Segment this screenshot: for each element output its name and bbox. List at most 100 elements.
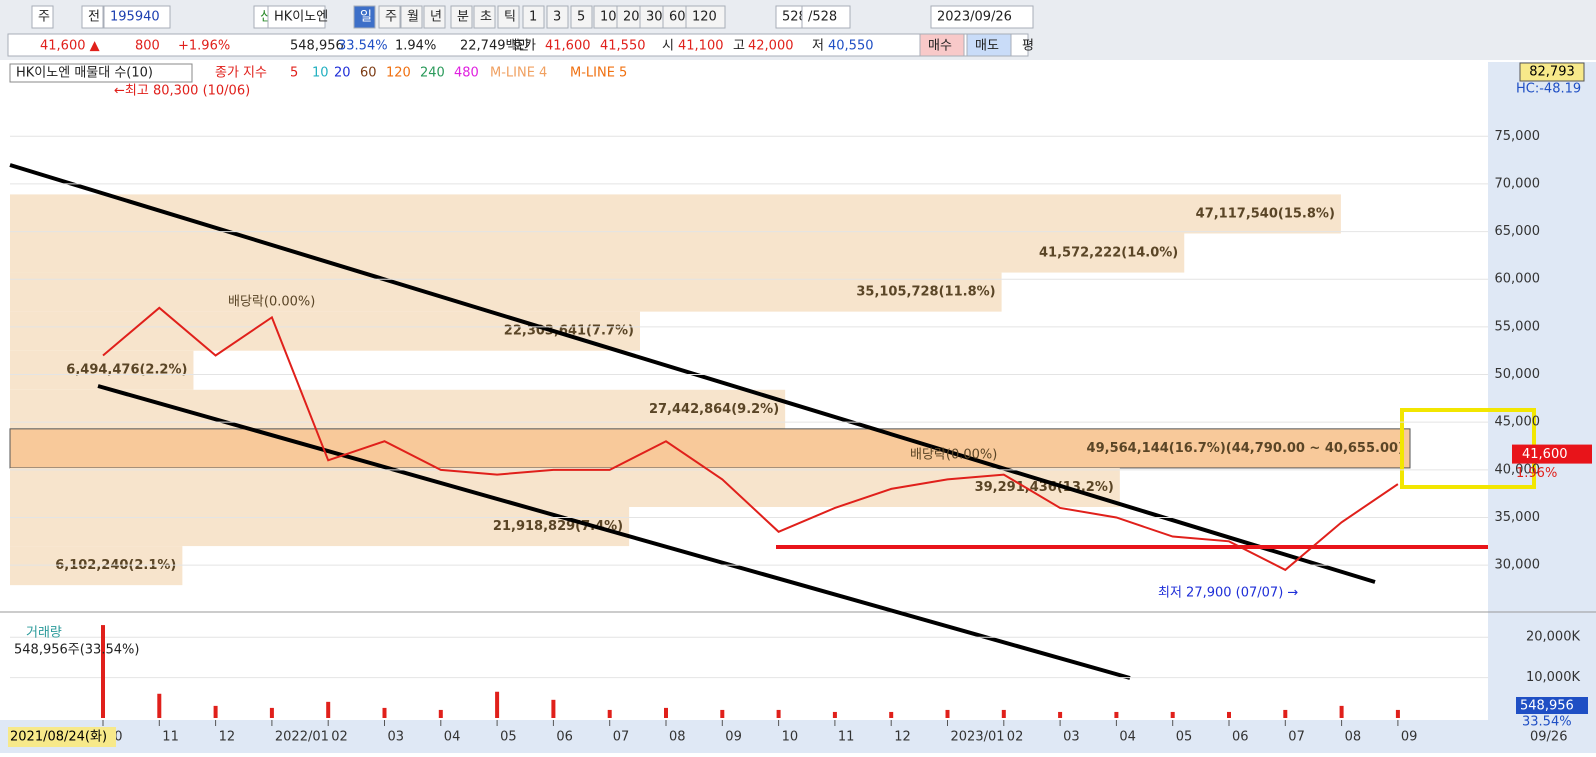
toolbar-label[interactable]: 주 (385, 10, 397, 25)
toolbar-label[interactable]: 10 (600, 10, 617, 25)
quote-value: 41,100 (678, 39, 724, 54)
toolbar-label[interactable]: 2023/09/26 (937, 10, 1012, 25)
toolbar-label[interactable]: 60 (669, 10, 686, 25)
toolbar-label[interactable]: 전 (88, 10, 100, 25)
start-label-bg (8, 727, 116, 747)
quote-value: +1.96% (178, 39, 230, 54)
volume-bar (495, 691, 500, 718)
toolbar-label[interactable]: 30 (646, 10, 663, 25)
volume-bar (889, 711, 894, 718)
volume-bar (213, 705, 218, 718)
toolbar-label[interactable]: 1 (529, 10, 537, 25)
toolbar-label[interactable]: 분 (457, 10, 469, 25)
y-tick-label: 40,000 (1495, 462, 1541, 477)
toolbar-label[interactable]: 528 (782, 10, 807, 25)
volume-label: 548,956주(33.54%) (14, 643, 139, 658)
legend-entry: 240 (420, 66, 445, 81)
legend-entry: 60 (360, 66, 377, 81)
x-tick-label: 06 (556, 730, 573, 745)
x-tick-label: 07 (1288, 730, 1305, 745)
x-tick-label: 02 (1007, 730, 1024, 745)
volume-profile-label: 47,117,540(15.8%) (1196, 206, 1335, 221)
toolbar-label[interactable]: 3 (553, 10, 561, 25)
toolbar-button[interactable] (103, 5, 171, 29)
toolbar-button[interactable] (497, 5, 520, 29)
toolbar-label[interactable]: 5 (577, 10, 585, 25)
toolbar-button[interactable] (267, 5, 326, 29)
toolbar-label[interactable]: 20 (623, 10, 640, 25)
toolbar-button[interactable] (801, 5, 851, 29)
legend-entry: 5 (290, 66, 298, 81)
quote-bg (7, 33, 1029, 57)
x-tick-label: 12 (894, 730, 911, 745)
toolbar-label[interactable]: /528 (808, 10, 837, 25)
volume-bar (1395, 709, 1400, 718)
last-change: 1.96% (1516, 466, 1557, 481)
toolbar-button[interactable] (522, 5, 545, 29)
toolbar-label[interactable]: 틱 (504, 10, 516, 25)
quote-value: 평 (1022, 39, 1034, 54)
toolbar-button[interactable] (450, 5, 473, 29)
y-tick-label: 65,000 (1495, 224, 1541, 239)
toolbar-button[interactable] (378, 5, 401, 29)
toolbar-button[interactable] (423, 5, 446, 29)
volume-bar (269, 707, 274, 718)
toolbar-label[interactable]: 주 (38, 10, 50, 25)
quote-value: 저 (812, 39, 824, 54)
toolbar-button[interactable] (570, 5, 593, 29)
toolbar-label[interactable]: 신 (260, 10, 272, 25)
low-annotation: 최저 27,900 (07/07) → (1158, 586, 1298, 601)
toolbar-label[interactable]: 년 (430, 10, 442, 25)
volume-profile-bar (10, 233, 1185, 273)
order-button[interactable] (919, 33, 965, 57)
high-annotation: ←최고 80,300 (10/06) (114, 84, 250, 99)
toolbar-button[interactable] (473, 5, 496, 29)
quote-value: 41,550 (600, 39, 646, 54)
hc-label: HC:-48.19 (1516, 82, 1581, 97)
toolbar-button[interactable] (353, 5, 376, 29)
volume-last-bg (1516, 697, 1588, 714)
toolbar-label[interactable]: HK이노엔 (274, 10, 328, 25)
volume-profile-bar (10, 194, 1341, 234)
volume-bar (776, 709, 781, 718)
volume-profile-bar (10, 272, 1002, 312)
toolbar-button[interactable] (685, 5, 726, 29)
toolbar-button[interactable] (81, 5, 104, 29)
trend-line (9, 163, 1376, 584)
price-axis-bg (1488, 62, 1596, 720)
volume-last: 548,956 (1520, 699, 1574, 714)
end-label: 09/26 (1530, 730, 1567, 745)
legend-entry: 10 (312, 66, 329, 81)
volume-bar (664, 707, 668, 718)
toolbar-label[interactable]: 195940 (110, 10, 160, 25)
legend-entry: 120 (386, 66, 411, 81)
toolbar-label[interactable]: 120 (692, 10, 717, 25)
volume-bar (157, 693, 162, 718)
legend-entry: 480 (454, 66, 479, 81)
volume-bar (326, 701, 331, 718)
volume-title: 거래량 (26, 626, 62, 641)
toolbar-label[interactable]: 월 (407, 10, 419, 25)
toolbar-button[interactable] (31, 5, 54, 29)
trend-line (97, 384, 1131, 680)
toolbar-button[interactable] (546, 5, 569, 29)
toolbar-label[interactable]: 일 (360, 10, 372, 25)
quote-value: 고 (733, 39, 745, 54)
last-price-bg (1512, 444, 1592, 464)
quote-value: 40,550 (828, 39, 874, 54)
quote-value: 41,600 ▲ (40, 39, 100, 54)
volume-bar (1227, 711, 1231, 718)
order-button[interactable] (966, 33, 1012, 57)
y-tick-label: 70,000 (1495, 176, 1541, 191)
start-label: 2021/08/24(화) (10, 730, 107, 745)
toolbar-button[interactable] (930, 5, 1034, 29)
volume-bar (1283, 709, 1288, 718)
quote-value: 시 (662, 39, 674, 54)
toolbar-label[interactable]: 초 (480, 10, 492, 25)
time-axis-bg (0, 720, 1596, 753)
toolbar-button[interactable] (400, 5, 423, 29)
x-tick-label: 2022/01 (275, 730, 329, 745)
volume-bar (1058, 711, 1063, 718)
